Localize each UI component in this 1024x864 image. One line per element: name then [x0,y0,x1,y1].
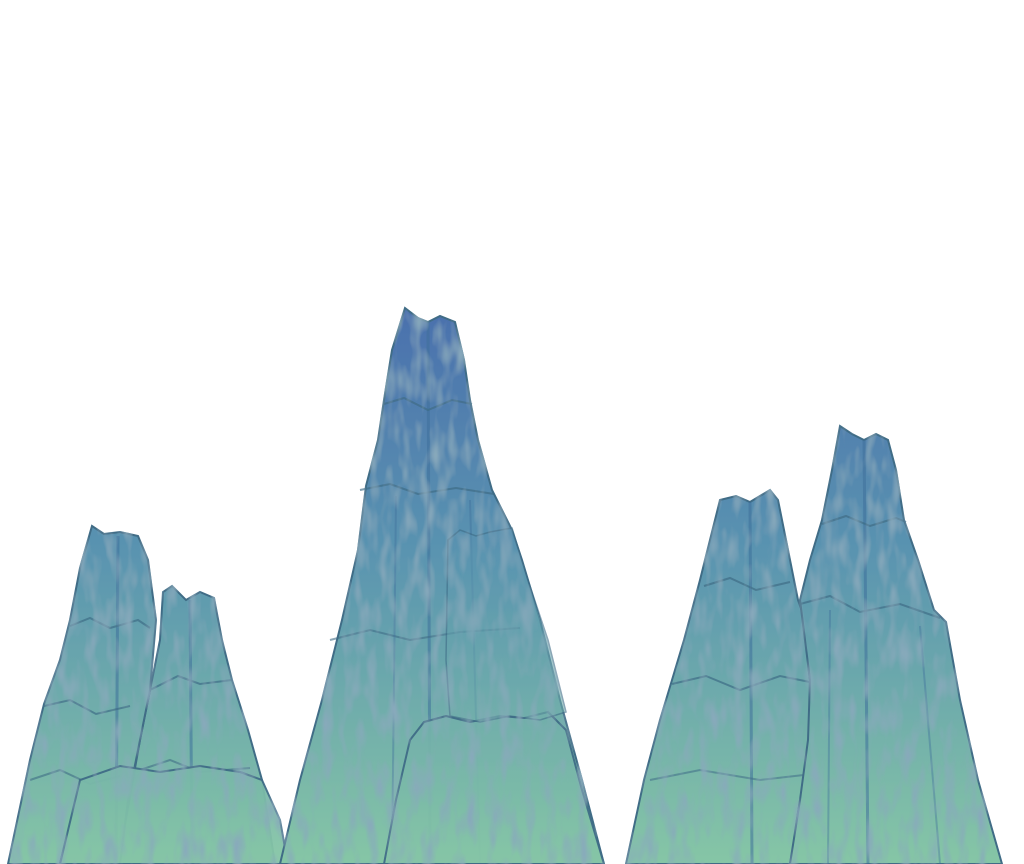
right-tall-peak [788,424,1004,864]
center-front-peak [382,527,606,864]
left-peak-skirt [58,764,290,864]
